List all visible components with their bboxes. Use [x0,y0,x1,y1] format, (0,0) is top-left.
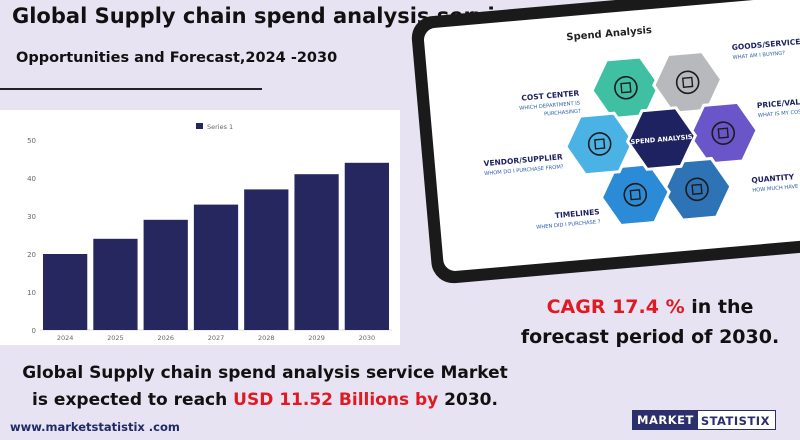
x-tick-label: 2024 [57,334,74,342]
y-tick-label: 50 [27,137,36,145]
vendor-icon [587,132,612,156]
report-icon-ring [685,177,709,202]
cagr-text: in the [684,296,754,318]
bar-2025 [93,238,138,330]
y-tick-label: 30 [27,213,36,221]
x-tick-label: 2028 [258,334,275,342]
tablet-device: Spend Analysis COST CENTER WHICH DEPARTME… [410,0,800,285]
forecast-line-2c: 2030. [438,390,498,410]
market-statistix-logo: MARKET STATISTIX [632,410,776,430]
timelines-label: TIMELINES [555,207,600,220]
bar-2028 [244,189,289,330]
cost-center-question: WHICH DEPARTMENT IS [519,101,580,112]
x-tick-label: 2026 [157,334,174,342]
flowchart-icon [614,75,638,100]
title-divider [0,88,262,90]
calendar-icon-ring [623,182,648,207]
bar-2030 [344,162,389,330]
quantity-question: HOW MUCH HAVE I PU [752,183,800,194]
quantity-label: QUANTITY [751,172,795,185]
vendor-icon-ring [587,132,612,156]
magnifier-icon-glyph [682,76,694,88]
x-tick-label: 2029 [308,334,325,342]
x-tick-label: 2027 [208,334,225,342]
x-tick-label: 2030 [359,334,376,342]
goods-services-label: GOODS/SERVICES [731,37,800,52]
cost-center-question: PURCHASING? [544,108,581,117]
report-icon [685,177,709,202]
calendar-icon [623,182,648,207]
forecast-line-1: Global Supply chain spend analysis servi… [22,363,508,383]
magnifier-icon-ring [675,70,700,95]
y-tick-label: 10 [27,289,36,297]
magnifier-icon [675,70,700,95]
logo-part-statistix: STATISTIX [696,410,776,430]
tablet-screen: Spend Analysis COST CENTER WHICH DEPARTME… [423,0,800,272]
bar-2024 [43,254,88,330]
market-forecast-statement: Global Supply chain spend analysis servi… [0,360,530,414]
bar-2029 [294,174,339,330]
currency-icon [711,121,736,145]
price-value-question: WHAT IS MY COS [758,109,800,119]
goods-services-question: WHAT AM I BUYING? [732,50,785,61]
website-link[interactable]: www.marketstatistix .com [10,420,180,434]
currency-icon-ring [711,121,736,145]
legend-label: Series 1 [207,123,233,131]
timelines-question: WHEN DID I PURCHASE ? [536,219,601,231]
calendar-icon-glyph [629,189,641,201]
y-tick-label: 20 [27,251,36,259]
center-hexagon [625,106,698,171]
cagr-forecast-period: forecast period of 2030. [520,326,780,348]
legend-swatch [196,123,203,129]
price-value-label: PRICE/VALUE [757,96,800,110]
vendor-supplier-hexagon [564,111,636,177]
y-tick-label: 0 [32,327,36,335]
vendor-icon-glyph [594,138,606,150]
cagr-statement: CAGR 17.4 % in the forecast period of 20… [505,292,795,352]
forecast-value: USD 11.52 Billions by [233,390,439,410]
forecast-line-2a: is expected to reach [32,390,234,410]
x-tick-label: 2025 [107,334,124,342]
infographic-title: Spend Analysis [566,25,652,43]
logo-part-market: MARKET [632,410,697,430]
flowchart-icon-ring [614,75,638,100]
bar-2027 [193,204,239,330]
page-subtitle: Opportunities and Forecast,2024 -2030 [16,50,338,66]
report-icon-glyph [691,183,703,195]
currency-icon-glyph [717,127,729,139]
bar-2026 [143,219,188,330]
flowchart-icon-glyph [620,82,632,94]
cagr-value: CAGR 17.4 % [546,296,685,318]
y-tick-label: 40 [27,175,36,183]
